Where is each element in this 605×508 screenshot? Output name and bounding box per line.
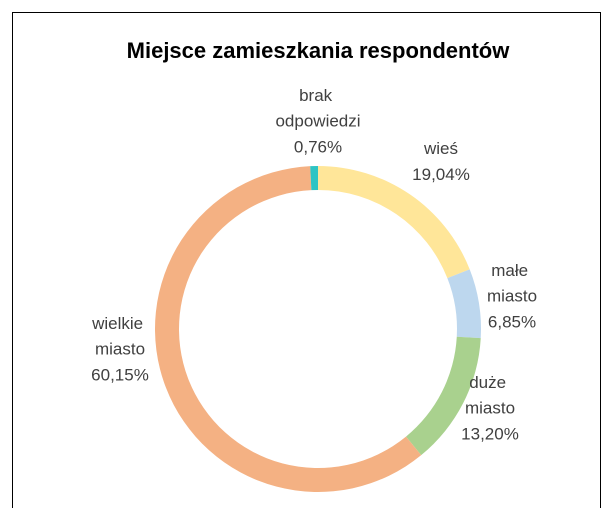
chart-frame xyxy=(12,12,601,508)
slice-value-label: 6,85% xyxy=(488,312,536,331)
donut-slice xyxy=(310,166,318,191)
donut-slice xyxy=(447,269,481,339)
donut-slice xyxy=(405,336,481,456)
slice-category-label: duże miasto xyxy=(465,373,515,418)
slice-value-label: 13,20% xyxy=(461,424,519,443)
slice-category-label: wieś xyxy=(423,139,458,158)
donut-slice xyxy=(154,166,422,493)
slice-value-label: 60,15% xyxy=(91,365,149,384)
slice-value-label: 19,04% xyxy=(412,165,470,184)
slice-category-label: wielkie miasto xyxy=(91,314,148,359)
slice-value-label: 0,76% xyxy=(294,137,342,156)
chart-title: Miejsce zamieszkania respondentów xyxy=(127,38,511,63)
slice-category-label: małe miasto xyxy=(487,261,537,306)
slice-category-label: brak odpowiedzi xyxy=(275,86,360,131)
donut-slice xyxy=(318,166,470,279)
